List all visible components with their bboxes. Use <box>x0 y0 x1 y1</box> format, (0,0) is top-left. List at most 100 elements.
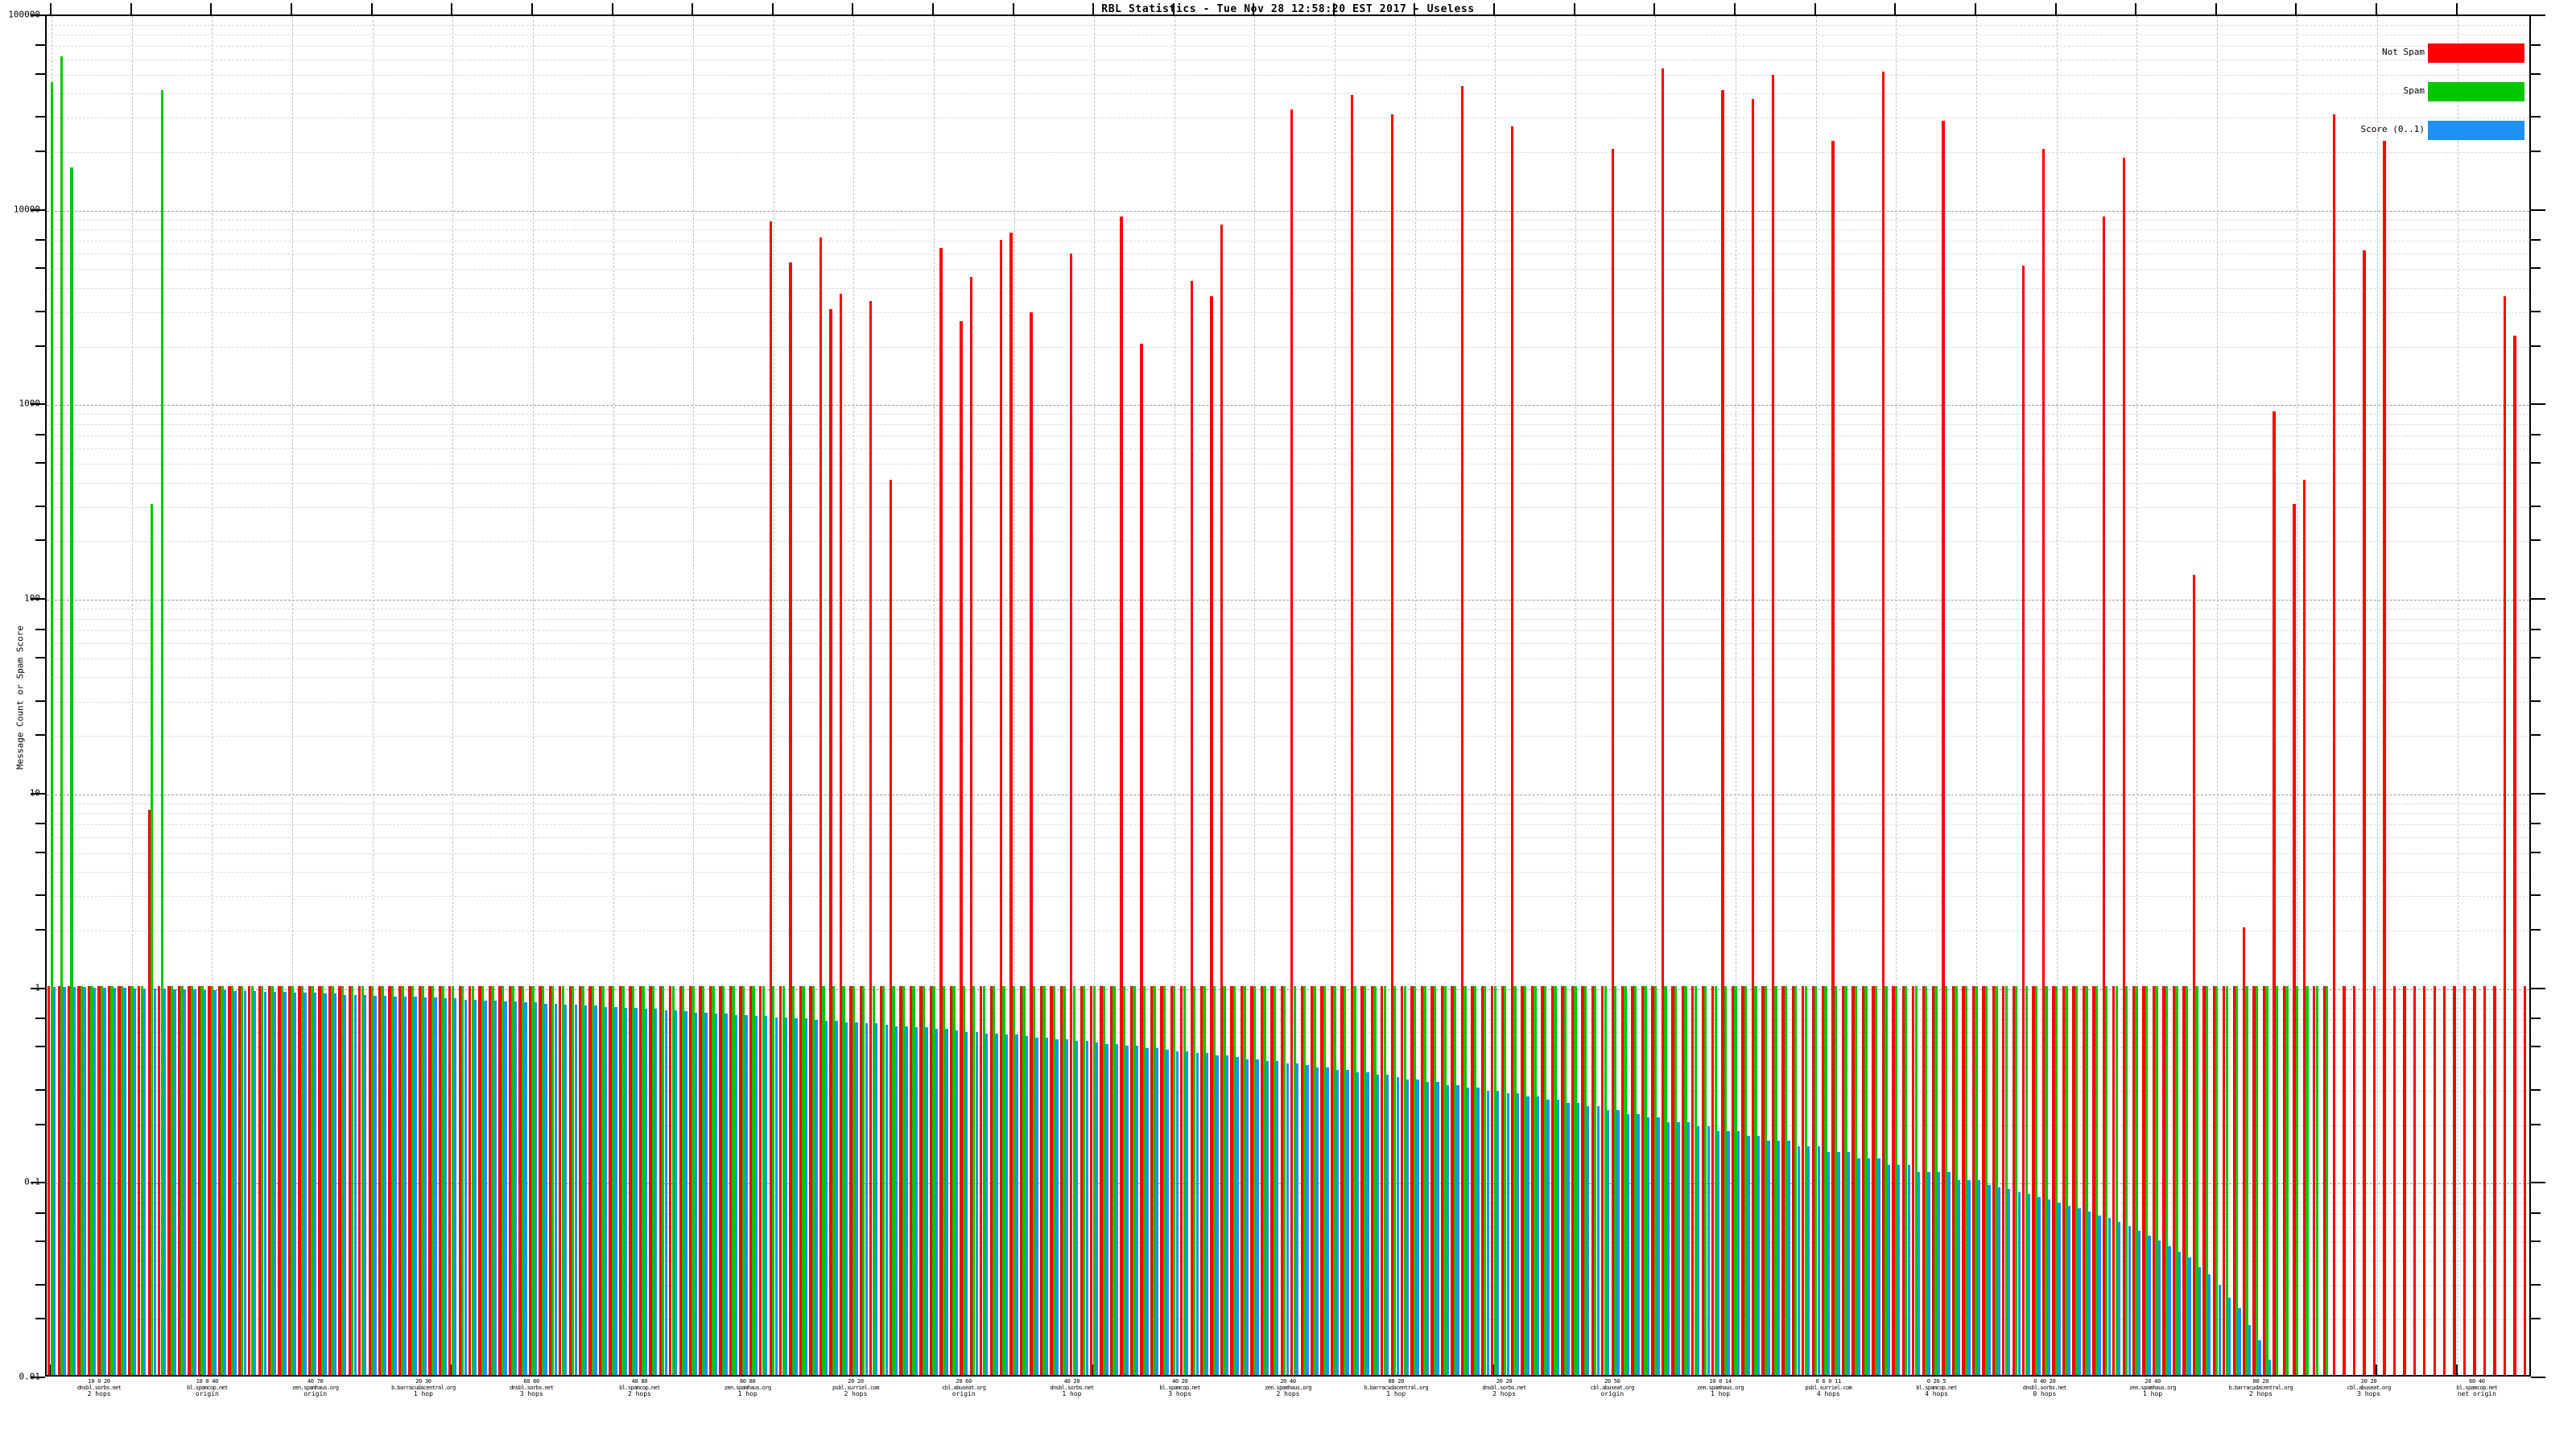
bar-spam <box>2285 985 2289 1375</box>
bar-spam <box>1072 985 1075 1375</box>
bar-score <box>824 1021 828 1375</box>
bar-not-spam <box>2223 985 2226 1375</box>
y-axis-minor-tick <box>2531 851 2541 853</box>
bar-score <box>53 986 56 1375</box>
bar-not-spam <box>1059 985 1063 1375</box>
gridline-vertical <box>933 16 935 1375</box>
bar-spam <box>1273 985 1276 1375</box>
bar-spam <box>1924 985 1928 1375</box>
bar-spam <box>1423 985 1426 1375</box>
bar-not-spam <box>960 321 963 1375</box>
bar-spam <box>1102 985 1106 1375</box>
bar-not-spam <box>2262 985 2266 1375</box>
x-label-hops: 2 hops <box>1492 1390 1516 1397</box>
bar-not-spam <box>278 985 281 1375</box>
x-label-hostname: zen.spamhaus.org <box>291 1385 339 1391</box>
bar-spam <box>481 985 485 1375</box>
bar-spam <box>451 985 454 1375</box>
gridline-vertical <box>1815 16 1817 1375</box>
bar-not-spam <box>1571 985 1575 1375</box>
y-axis-tick <box>2531 987 2545 989</box>
bar-not-spam <box>1430 985 1434 1375</box>
x-label-counts: 20 50 <box>1604 1378 1620 1385</box>
bar-score <box>1717 1130 1720 1375</box>
bar-not-spam <box>548 985 551 1375</box>
bar-score <box>844 1022 848 1375</box>
bar-spam <box>1955 985 1958 1375</box>
x-label-hostname: cbl.abuseat.org <box>942 1385 986 1391</box>
bar-not-spam <box>1270 985 1274 1375</box>
bar-score <box>183 989 187 1375</box>
x-label-counts: 80 80 <box>739 1378 756 1385</box>
x-label-hostname: cbl.abuseat.org <box>2347 1385 2391 1391</box>
bar-spam <box>1243 985 1246 1375</box>
bar-not-spam <box>258 985 261 1375</box>
bar-score <box>283 992 287 1375</box>
bar-score <box>2087 1212 2091 1375</box>
bar-spam <box>1383 985 1386 1375</box>
bar-spam <box>1453 985 1457 1375</box>
bar-spam <box>1804 985 1807 1375</box>
bar-score <box>514 1001 518 1375</box>
bar-score <box>2228 1297 2231 1375</box>
y-axis-minor-tick <box>2531 505 2541 507</box>
y-axis-tick <box>31 1377 45 1378</box>
x-axis-tick-label: 0 6 0 11 psbl.surriel.com 4 hops <box>1805 1378 1852 1397</box>
bar-score <box>894 1026 898 1375</box>
bar-spam <box>531 985 535 1375</box>
bar-score <box>1927 1172 1930 1375</box>
x-axis-tick-top <box>691 3 694 15</box>
bar-not-spam <box>559 985 562 1375</box>
bar-spam <box>1513 985 1517 1375</box>
bar-spam <box>1504 985 1507 1375</box>
x-axis-tick-label: 20 20 dnsbl.sorbs.net 2 hops <box>1482 1378 1526 1397</box>
bar-not-spam <box>1611 148 1614 1375</box>
bar-not-spam <box>1741 985 1744 1375</box>
x-label-hostname: psbl.surriel.com <box>1805 1385 1852 1391</box>
bar-not-spam <box>1210 295 1213 1375</box>
bar-spam <box>1674 985 1678 1375</box>
bar-spam <box>2165 985 2169 1375</box>
bar-score <box>594 1005 597 1375</box>
bar-not-spam <box>378 985 382 1375</box>
bar-not-spam <box>2493 985 2496 1375</box>
y-axis-minor-tick <box>35 928 45 931</box>
bar-spam <box>1223 985 1226 1375</box>
bar-spam <box>210 985 214 1375</box>
bar-score <box>754 1016 758 1375</box>
x-axis-tick-top <box>1172 3 1174 15</box>
bar-spam <box>70 167 73 1375</box>
bar-score <box>815 1019 818 1375</box>
bar-score <box>1366 1071 1369 1375</box>
bar-score <box>383 995 387 1375</box>
bar-spam <box>2326 985 2329 1375</box>
bar-spam <box>2175 985 2178 1375</box>
gridline-vertical <box>1495 16 1496 1375</box>
y-axis-tick <box>2531 792 2545 795</box>
x-label-hostname: b.barracudacentral.org <box>2228 1385 2293 1391</box>
bar-not-spam <box>77 985 80 1375</box>
bar-score <box>1256 1059 1259 1375</box>
bar-not-spam <box>1992 985 1996 1375</box>
bar-score <box>654 1009 658 1375</box>
bar-spam <box>501 985 505 1375</box>
bar-spam <box>2105 985 2108 1375</box>
x-axis-tick-top <box>611 3 613 15</box>
bar-spam <box>2275 985 2279 1375</box>
bar-score <box>1085 1041 1088 1375</box>
bar-not-spam <box>649 985 652 1375</box>
bar-not-spam <box>1691 985 1695 1375</box>
bar-score <box>1376 1074 1379 1375</box>
x-axis-tick-label: 40 70 zen.spamhaus.org origin <box>292 1378 339 1397</box>
bar-not-spam <box>1802 985 1805 1375</box>
y-axis-minor-tick <box>35 539 45 542</box>
bar-not-spam <box>1530 985 1534 1375</box>
bar-spam <box>1574 985 1577 1375</box>
bar-not-spam <box>1581 985 1584 1375</box>
bar-not-spam <box>2252 985 2256 1375</box>
bar-spam <box>261 985 264 1375</box>
gridline-vertical <box>1896 16 1897 1375</box>
bar-not-spam <box>2132 985 2136 1375</box>
bar-score <box>434 997 437 1375</box>
